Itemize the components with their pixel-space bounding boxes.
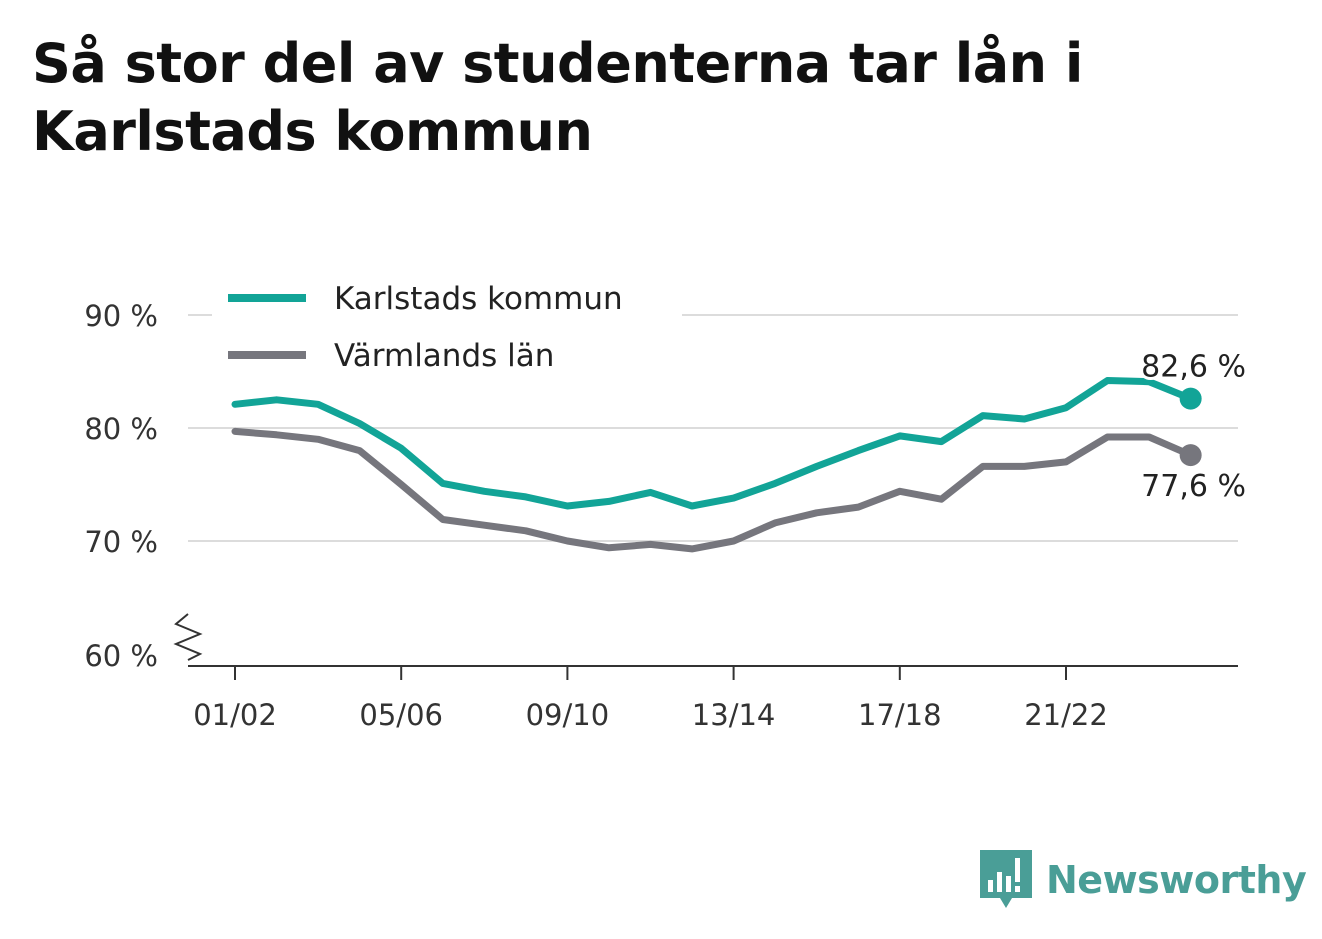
end-point-marker bbox=[1179, 387, 1202, 410]
data-series: 82,6 % 77,6 % bbox=[231, 347, 1249, 553]
chart-title: Så stor del av studenterna tar lån i Kar… bbox=[32, 32, 1083, 163]
end-value-label: 82,6 % bbox=[1141, 350, 1246, 385]
x-tick-label: 01/02 bbox=[193, 698, 277, 732]
y-tick-label: 60 % bbox=[84, 639, 158, 673]
series-line-karlstads bbox=[231, 377, 1195, 510]
end-value-label: 77,6 % bbox=[1141, 469, 1246, 504]
line-chart: 60 % 70 % 80 % 90 % 01/02 05/06 09/10 13/14 17/… bbox=[84, 272, 1249, 732]
x-tick-label: 09/10 bbox=[526, 698, 610, 732]
x-tick-label: 17/18 bbox=[858, 698, 942, 732]
legend-background bbox=[212, 272, 682, 384]
end-point-marker bbox=[1179, 444, 1202, 467]
y-tick-label: 80 % bbox=[84, 412, 158, 446]
legend: Karlstads kommun Värmlands län bbox=[212, 272, 682, 384]
bar-chart-logo-icon bbox=[980, 850, 1032, 908]
legend-label: Värmlands län bbox=[334, 338, 554, 374]
x-tick-label: 21/22 bbox=[1024, 698, 1108, 732]
brand-name: Newsworthy bbox=[1046, 858, 1307, 902]
x-tick-label: 05/06 bbox=[359, 698, 443, 732]
y-tick-label: 70 % bbox=[84, 525, 158, 559]
x-axis: 01/02 05/06 09/10 13/14 17/18 21/22 bbox=[188, 665, 1238, 732]
x-tick-label: 13/14 bbox=[692, 698, 776, 732]
newsworthy-brand: Newsworthy bbox=[980, 848, 1307, 912]
axis-break-icon bbox=[173, 613, 203, 661]
y-tick-label: 90 % bbox=[84, 299, 158, 333]
legend-label: Karlstads kommun bbox=[334, 281, 623, 317]
y-axis: 60 % 70 % 80 % 90 % bbox=[84, 299, 203, 673]
series-line-varmland bbox=[231, 427, 1195, 553]
